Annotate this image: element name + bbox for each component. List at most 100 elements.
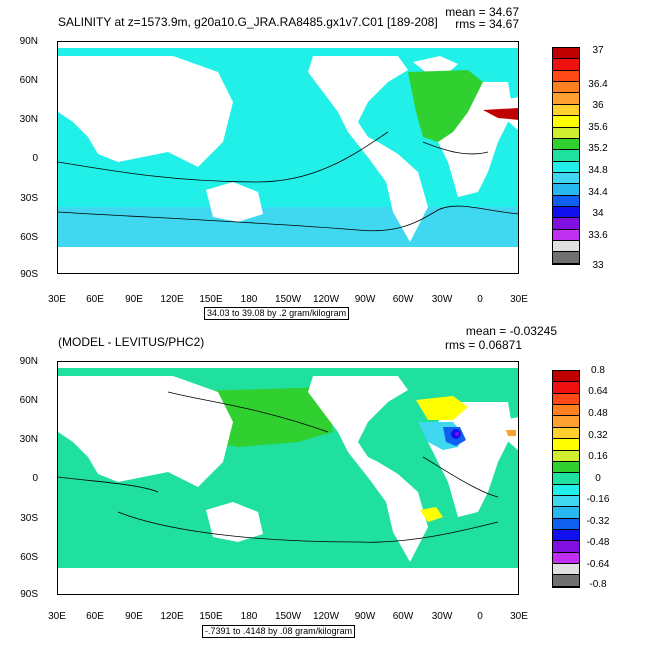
colorbar-swatch [553, 427, 579, 440]
panel1-map [57, 41, 519, 274]
panel1-cb-label: 34.8 [588, 165, 608, 176]
panel1-lon-120w: 120W [312, 294, 340, 305]
panel2-lon-150e: 150E [199, 611, 223, 622]
colorbar-swatch [553, 241, 579, 253]
panel1-lon-120e: 120E [160, 294, 184, 305]
colorbar-swatch [553, 116, 579, 128]
panel1-cb-label: 35.6 [588, 122, 608, 133]
panel2-lon-30w: 30W [431, 611, 453, 622]
colorbar-swatch [553, 70, 579, 83]
colorbar-swatch [553, 382, 579, 394]
colorbar-swatch [553, 150, 579, 162]
panel2-lon-90w: 90W [354, 611, 376, 622]
panel2-cb-label: -0.16 [586, 494, 610, 505]
panel2-cb-label: 0.32 [588, 430, 608, 441]
panel2-lon-60w: 60W [392, 611, 414, 622]
panel1-lon-60e: 60E [86, 294, 104, 305]
colorbar-swatch [553, 252, 579, 264]
colorbar-swatch [553, 218, 579, 230]
colorbar-swatch [553, 495, 579, 508]
panel1-lon-150w: 150W [274, 294, 302, 305]
panel2-title: (MODEL - LEVITUS/PHC2) [58, 335, 205, 349]
panel2-cb-label: 0.16 [588, 451, 608, 462]
panel2-cb-label: 0.64 [588, 386, 608, 397]
panel1-rms: rms = 34.67 [455, 17, 519, 31]
panel2-cb-label: 0 [595, 473, 601, 484]
colorbar-swatch [553, 393, 579, 406]
panel2-lat-90n: 90N [19, 356, 38, 367]
panel1-lon-30w: 30W [431, 294, 453, 305]
panel1-mean: mean = 34.67 [445, 5, 519, 19]
colorbar-swatch [553, 207, 579, 219]
panel1-title: SALINITY at z=1573.9m, g20a10.G_JRA.RA84… [58, 15, 438, 29]
panel1-cb-label: 33.6 [588, 230, 608, 241]
colorbar-swatch [553, 575, 579, 587]
panel1-cb-label: 33 [592, 260, 604, 271]
panel2-cb-label: -0.8 [589, 579, 607, 590]
panel1-cb-label: 34 [592, 208, 604, 219]
panel2-lat-0: 0 [32, 473, 38, 484]
panel1-lat-90n: 90N [19, 36, 38, 47]
panel1-lon-90w: 90W [354, 294, 376, 305]
panel2-cb-label: -0.32 [586, 516, 610, 527]
panel1-lat-90s: 90S [20, 269, 38, 280]
panel1-range-label: 34.03 to 39.08 by .2 gram/kilogram [204, 307, 350, 320]
panel2-mean: mean = -0.03245 [465, 324, 557, 338]
panel2-map [57, 361, 519, 595]
colorbar-swatch [553, 416, 579, 428]
colorbar-swatch [553, 104, 579, 117]
colorbar-swatch [553, 484, 579, 496]
panel2-lon-120e: 120E [160, 611, 184, 622]
panel1-lon-60w: 60W [392, 294, 414, 305]
colorbar-swatch [553, 138, 579, 151]
colorbar-swatch [553, 405, 579, 417]
colorbar-swatch [553, 439, 579, 451]
panel2-cb-label: 0.48 [588, 408, 608, 419]
panel1-lon-150e: 150E [199, 294, 223, 305]
colorbar-swatch [553, 371, 579, 383]
panel1-lon-180: 180 [240, 294, 258, 305]
panel2-colorbar [552, 370, 580, 588]
colorbar-swatch [553, 552, 579, 565]
panel2-lon-60e: 60E [86, 611, 104, 622]
colorbar-swatch [553, 564, 579, 576]
panel1-cb-label: 37 [592, 45, 604, 56]
colorbar-swatch [553, 184, 579, 196]
colorbar-swatch [553, 450, 579, 462]
panel1-cb-label: 36.4 [588, 79, 608, 90]
colorbar-swatch [553, 461, 579, 474]
colorbar-swatch [553, 93, 579, 105]
colorbar-swatch [553, 507, 579, 519]
colorbar-swatch [553, 518, 579, 531]
panel1-colorbar [552, 47, 580, 265]
panel1-lon-30e: 30E [48, 294, 66, 305]
colorbar-swatch [553, 82, 579, 94]
panel2-lat-90s: 90S [20, 589, 38, 600]
panel1-lon-90e: 90E [125, 294, 143, 305]
panel2-lon-0: 0 [477, 611, 483, 622]
colorbar-swatch [553, 530, 579, 542]
panel2-lon-30e: 30E [48, 611, 66, 622]
colorbar-swatch [553, 161, 579, 173]
panel2-range-label: -.7391 to .4148 by .08 gram/kilogram [202, 625, 356, 638]
panel2-lat-60n: 60N [19, 395, 38, 406]
panel1-lat-60n: 60N [19, 75, 38, 86]
colorbar-swatch [553, 541, 579, 553]
panel2-lat-60s: 60S [20, 552, 38, 563]
panel2-cb-label: 0.8 [591, 365, 605, 376]
colorbar-swatch [553, 48, 579, 60]
panel1-lon-0: 0 [477, 294, 483, 305]
panel2-lon-90e: 90E [125, 611, 143, 622]
panel1-cb-label: 36 [592, 100, 604, 111]
colorbar-swatch [553, 229, 579, 242]
panel1-lat-0: 0 [32, 153, 38, 164]
panel2-rms: rms = 0.06871 [444, 338, 522, 352]
panel1-cb-label: 34.4 [588, 187, 608, 198]
panel2-cb-label: -0.64 [586, 559, 610, 570]
panel2-lon-120w: 120W [312, 611, 340, 622]
colorbar-swatch [553, 127, 579, 139]
panel2-cb-label: -0.48 [586, 537, 610, 548]
panel2-field [58, 368, 518, 594]
panel1-field [58, 48, 518, 273]
panel2-lat-30s: 30S [20, 513, 38, 524]
